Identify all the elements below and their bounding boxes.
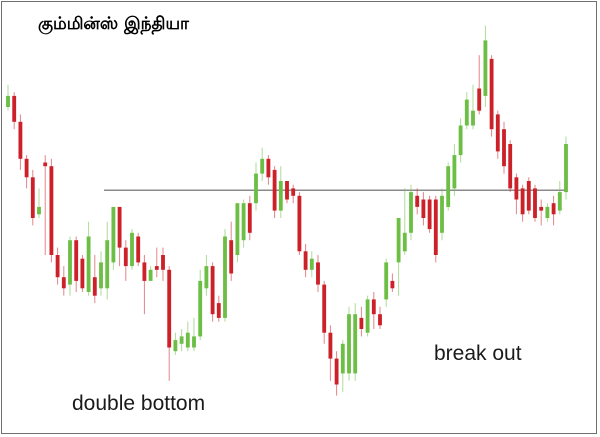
candle-body-11 bbox=[74, 240, 79, 281]
candle-body-67 bbox=[421, 199, 426, 218]
candle-body-86 bbox=[539, 206, 544, 211]
candle-body-8 bbox=[55, 255, 60, 278]
candle-body-83 bbox=[520, 188, 525, 215]
candle-body-82 bbox=[514, 177, 519, 200]
candle-body-56 bbox=[353, 314, 358, 374]
candle-body-70 bbox=[440, 195, 444, 233]
double-bottom-annotation: double bottom bbox=[72, 392, 206, 415]
candle-body-27 bbox=[173, 340, 178, 352]
candle-body-39 bbox=[247, 203, 252, 233]
candle-body-9 bbox=[61, 277, 66, 289]
candle-body-68 bbox=[427, 199, 432, 230]
candle-body-44 bbox=[278, 181, 283, 211]
candle-body-71 bbox=[446, 166, 451, 207]
candle-body-48 bbox=[303, 251, 308, 270]
candle-body-13 bbox=[86, 236, 91, 292]
candle-body-58 bbox=[365, 299, 370, 333]
candle-body-77 bbox=[483, 40, 488, 96]
candle-body-65 bbox=[409, 192, 413, 233]
candle-body-32 bbox=[204, 266, 209, 289]
candle-body-87 bbox=[545, 206, 550, 218]
candle-body-90 bbox=[564, 144, 568, 193]
candle-body-84 bbox=[526, 181, 531, 211]
candle-body-3 bbox=[24, 158, 29, 178]
candles-group bbox=[6, 25, 568, 396]
candle-body-73 bbox=[458, 125, 463, 156]
candle-body-54 bbox=[340, 343, 345, 374]
candle-body-23 bbox=[148, 269, 153, 281]
candle-body-52 bbox=[328, 332, 333, 359]
candle-body-21 bbox=[136, 236, 141, 263]
candle-body-41 bbox=[260, 158, 265, 174]
candle-body-28 bbox=[179, 336, 184, 344]
candle-body-31 bbox=[198, 280, 203, 337]
candle-body-34 bbox=[216, 303, 221, 318]
candle-body-22 bbox=[142, 262, 147, 281]
candle-body-35 bbox=[223, 236, 227, 318]
candle-body-10 bbox=[68, 240, 72, 285]
candle-body-18 bbox=[117, 206, 122, 248]
candle-body-42 bbox=[266, 158, 271, 178]
candle-body-17 bbox=[111, 206, 116, 263]
candle-body-53 bbox=[334, 358, 339, 385]
candle-body-25 bbox=[161, 255, 165, 270]
candle-body-79 bbox=[495, 114, 500, 152]
candle-body-85 bbox=[533, 188, 537, 218]
candle-body-12 bbox=[80, 258, 85, 289]
candle-body-37 bbox=[235, 203, 240, 255]
candle-body-55 bbox=[347, 314, 351, 374]
candle-body-0 bbox=[6, 95, 10, 107]
candle-body-46 bbox=[291, 188, 296, 196]
candle-body-63 bbox=[396, 218, 401, 263]
candle-body-49 bbox=[309, 258, 314, 270]
candle-body-1 bbox=[12, 95, 17, 122]
candle-body-43 bbox=[272, 169, 277, 211]
candle-body-75 bbox=[471, 110, 475, 126]
candle-body-5 bbox=[37, 206, 41, 215]
candle-body-57 bbox=[359, 317, 364, 329]
candle-body-81 bbox=[508, 144, 513, 189]
candle-body-89 bbox=[557, 192, 562, 211]
candle-body-24 bbox=[154, 266, 159, 270]
candle-body-88 bbox=[551, 203, 556, 215]
candle-body-69 bbox=[433, 199, 438, 255]
candle-body-33 bbox=[210, 266, 215, 315]
candle-body-7 bbox=[49, 166, 54, 255]
candle-body-45 bbox=[285, 181, 289, 200]
chart-title: கும்மின்ஸ் இந்தியா bbox=[38, 14, 189, 34]
candle-body-16 bbox=[105, 240, 110, 289]
candle-body-62 bbox=[390, 280, 395, 289]
candle-body-36 bbox=[229, 240, 234, 274]
candle-body-50 bbox=[316, 262, 320, 285]
candle-body-80 bbox=[502, 129, 506, 167]
candle-body-38 bbox=[241, 203, 246, 241]
candle-body-51 bbox=[322, 284, 327, 333]
candle-body-4 bbox=[30, 177, 35, 218]
candle-body-15 bbox=[99, 262, 103, 289]
candle-body-6 bbox=[43, 162, 48, 167]
candle-body-64 bbox=[402, 232, 407, 252]
candle-body-30 bbox=[192, 336, 196, 348]
candle-body-76 bbox=[477, 88, 482, 111]
candle-body-60 bbox=[378, 314, 382, 326]
candle-body-59 bbox=[371, 299, 376, 315]
candle-body-14 bbox=[92, 277, 97, 296]
candle-body-74 bbox=[464, 99, 469, 126]
break-out-annotation: break out bbox=[434, 342, 522, 365]
candle-body-2 bbox=[18, 121, 23, 159]
candle-body-26 bbox=[167, 269, 172, 348]
candle-body-20 bbox=[130, 232, 134, 267]
candle-body-47 bbox=[297, 195, 302, 252]
candle-body-19 bbox=[123, 247, 128, 267]
candle-body-61 bbox=[384, 262, 389, 300]
candle-body-40 bbox=[254, 173, 258, 204]
candle-body-66 bbox=[415, 195, 420, 207]
candle-body-72 bbox=[452, 155, 457, 189]
candle-body-78 bbox=[489, 58, 494, 130]
candle-body-29 bbox=[185, 332, 190, 348]
